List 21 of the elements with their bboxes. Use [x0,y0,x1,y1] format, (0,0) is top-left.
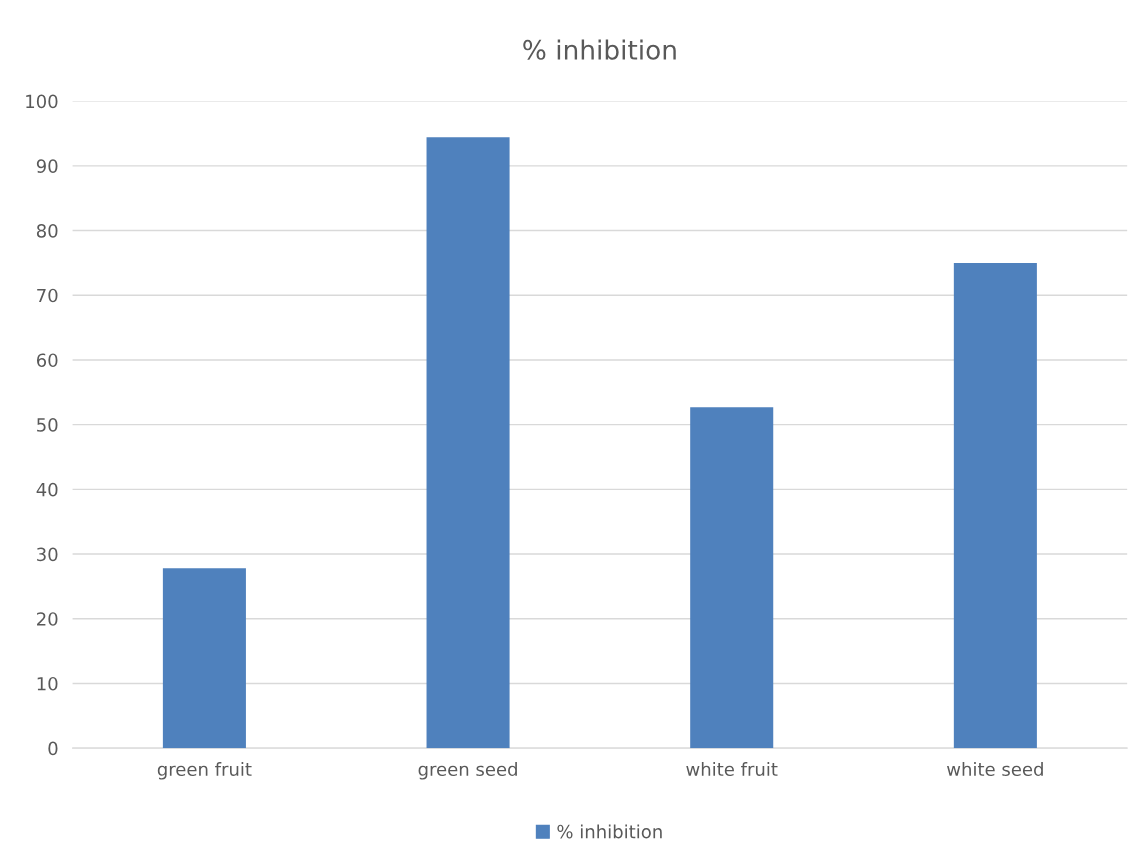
bar [690,407,774,749]
y-tick-label: 70 [37,288,58,303]
y-tick-label: 60 [36,353,58,368]
x-tick-label: green seed [418,762,517,780]
bar [426,137,510,749]
y-tick-label: 30 [37,547,58,562]
y-tick-label: 20 [37,612,58,626]
x-tick-label: green fruit [157,762,252,780]
bar [953,262,1037,749]
y-tick-label: 50 [37,418,58,432]
y-tick-label: 80 [36,223,58,238]
chart-title: % inhibition [523,39,676,60]
x-tick-label: white fruit [686,762,778,777]
y-tick-label: 0 [48,741,58,756]
bar [162,568,246,749]
y-tick-label: 90 [36,159,58,173]
x-tick-label: white seed [947,762,1043,777]
y-tick-label: 10 [37,676,58,691]
y-tick-label: 40 [36,482,58,497]
y-tick-label: 100 [26,94,58,109]
legend-label: % inhibition [557,824,662,839]
